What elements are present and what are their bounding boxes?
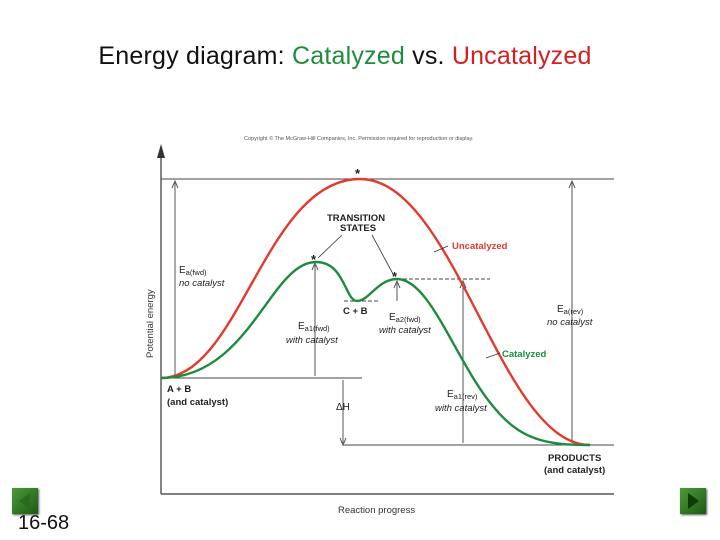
- slide-number: 16-68: [18, 512, 70, 534]
- title-prefix: Energy diagram:: [98, 42, 292, 70]
- y-axis-arrowhead: [157, 144, 165, 158]
- transition-states-label-2: STATES: [340, 223, 376, 234]
- title-vs: vs.: [404, 42, 452, 70]
- ea-rev-uncat-note: no catalyst: [547, 317, 593, 328]
- transition-states-label-1: TRANSITION: [327, 213, 385, 224]
- pointer-uncatalyzed: [433, 245, 449, 253]
- ea1-rev-cat-note: with catalyst: [435, 403, 487, 414]
- ea1-fwd-cat-note: with catalyst: [286, 335, 338, 346]
- uncatalyzed-curve: [160, 177, 591, 447]
- copyright-text: Copyright © The McGraw-Hill Companies, I…: [244, 135, 474, 142]
- page-title: Energy diagram: Catalyzed vs. Uncatalyze…: [0, 42, 690, 71]
- ea1-rev-cat-label: Ea1(rev): [447, 389, 478, 401]
- triangle-left-icon: [19, 493, 30, 509]
- delta-h-label: ΔH: [336, 402, 350, 413]
- ea-rev-uncat-label: Ea(rev): [557, 304, 584, 316]
- arrow-ea-rev-uncat-head: [568, 179, 576, 189]
- products-label-1: PRODUCTS: [548, 453, 601, 464]
- reactants-label-1: A + B: [167, 384, 191, 395]
- ea2-fwd-cat-subscript: a2(fwd): [396, 315, 422, 324]
- pointer-ts-1: [317, 234, 343, 259]
- ea-rev-uncat-symbol: E: [557, 304, 564, 315]
- pointer-ts-2: [371, 234, 394, 275]
- uncatalyzed-label: Uncatalyzed: [452, 241, 508, 252]
- y-axis-label: Potential energy: [145, 289, 156, 358]
- ea1-fwd-cat-symbol: E: [298, 321, 305, 332]
- ea2-fwd-cat-note: with catalyst: [379, 325, 431, 336]
- ea1-rev-cat-symbol: E: [447, 389, 454, 400]
- star-ts-uncat: *: [355, 166, 361, 181]
- ea1-fwd-cat-subscript: a1(fwd): [305, 324, 331, 333]
- catalyzed-label: Catalyzed: [502, 349, 547, 360]
- ea-fwd-uncat-note: no catalyst: [179, 278, 225, 289]
- intermediate-label: C + B: [343, 306, 368, 317]
- x-axis-label: Reaction progress: [338, 505, 415, 516]
- star-ts2-cat: *: [392, 269, 398, 284]
- ea2-fwd-cat-symbol: E: [389, 312, 396, 323]
- catalyzed-curve: [160, 260, 591, 447]
- arrow-ea1-rev-cat-head: [459, 279, 467, 289]
- previous-slide-button[interactable]: [12, 488, 38, 514]
- ea-fwd-uncat-subscript: a(fwd): [186, 268, 207, 277]
- arrow-ea-fwd-uncat-head: [171, 179, 179, 189]
- next-slide-button[interactable]: [680, 488, 706, 514]
- ea-fwd-uncat-symbol: E: [179, 265, 186, 276]
- triangle-right-icon: [688, 493, 699, 509]
- arrow-ea2-fwd-cat-head: [393, 279, 401, 289]
- title-catalyzed: Catalyzed: [291, 42, 405, 70]
- reactants-label-2: (and catalyst): [167, 397, 228, 408]
- pointer-catalyzed: [485, 352, 501, 359]
- ea1-rev-cat-subscript: a1(rev): [454, 392, 478, 401]
- star-ts1-cat: *: [311, 252, 317, 267]
- title-uncatalyzed: Uncatalyzed: [451, 42, 592, 70]
- ea-rev-uncat-subscript: a(rev): [564, 307, 584, 316]
- ea2-fwd-cat-label: Ea2(fwd): [389, 312, 421, 324]
- ea1-fwd-cat-label: Ea1(fwd): [298, 321, 330, 333]
- products-label-2: (and catalyst): [544, 465, 605, 476]
- ea-fwd-uncat-label: Ea(fwd): [179, 265, 207, 277]
- arrow-delta-h-head: [339, 437, 347, 447]
